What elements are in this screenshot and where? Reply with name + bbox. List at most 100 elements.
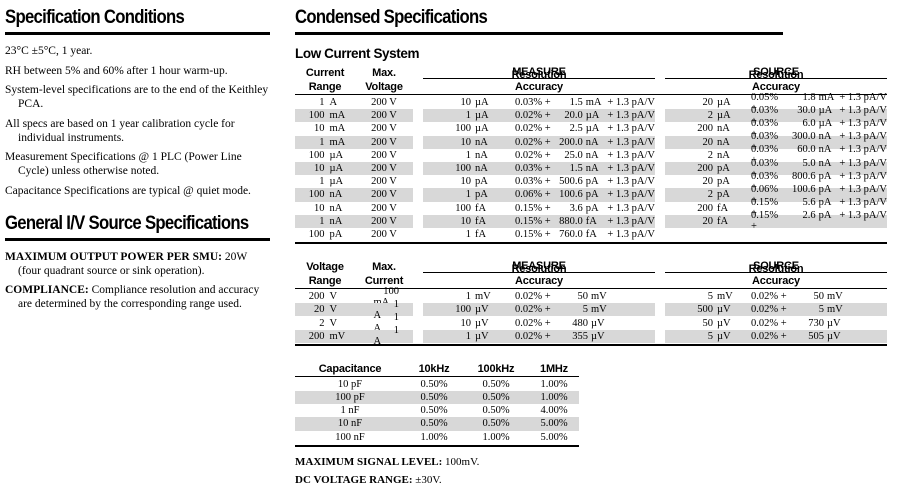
- max-voltage-cell: 200 V: [371, 136, 397, 148]
- capacitance-table-header: Capacitance 10kHz 100kHz 1MHz: [295, 361, 579, 377]
- measure-resolution-cell: 100 fA: [455, 202, 487, 214]
- source-accuracy-cell: 0.15% +2.6 pA + 1.3 pA/V: [751, 210, 887, 233]
- measure-resolution-cell: 1 pA: [465, 189, 488, 201]
- table-row: 200 V 100mA 1 mV 0.02% +50 mV 5 mV 0.02% +50…: [295, 286, 887, 308]
- measure-resolution-cell: 1 mV: [465, 291, 491, 303]
- measure-accuracy-cell: 0.02% +355 µV: [515, 330, 605, 342]
- note-max-signal-level: MAXIMUM SIGNAL LEVEL: 100mV.: [295, 456, 910, 468]
- source-accuracy-cell: 0.03% +6.0 µA + 1.3 pA/V: [751, 117, 887, 140]
- max-voltage-cell: 200 V: [371, 123, 397, 135]
- source-accuracy-cell: 0.03% +800.6 pA + 1.3 pA/V: [751, 170, 887, 193]
- capacitance-table: Capacitance 10kHz 100kHz 1MHz 10 pF 0.50…: [295, 361, 579, 447]
- spec-item: COMPLIANCE: Compliance resolution and ac…: [5, 283, 270, 311]
- col-header-source-resolution: Resolution: [748, 69, 804, 81]
- measure-resolution-cell: 1 µA: [465, 110, 489, 122]
- note-label: DC VOLTAGE RANGE:: [295, 473, 413, 484]
- current-range-cell: 1 nA: [319, 215, 343, 227]
- capacitance-value-cell: 10 pF: [337, 378, 363, 390]
- col-header-range: Range: [308, 275, 342, 288]
- current-range-cell: 100 µA: [308, 149, 344, 161]
- source-accuracy-cell: 0.05% +1.8 mA + 1.3 pA/V: [751, 91, 887, 114]
- accuracy-100khz-cell: 0.50%: [482, 418, 510, 430]
- source-accuracy-cell: 0.03% +60.0 nA + 1.3 pA/V: [751, 144, 887, 167]
- current-range-cell: 100 nA: [308, 189, 343, 201]
- spec-item-label: COMPLIANCE:: [5, 284, 89, 297]
- source-resolution-cell: 5 µV: [707, 330, 731, 342]
- col-header-capacitance: Capacitance: [318, 362, 382, 375]
- current-range-cell: 100 pA: [308, 228, 343, 240]
- spec-item-text: Compliance resolution and accuracy are d…: [18, 284, 260, 311]
- subsection-title-low-current-system: Low Current System: [295, 46, 420, 61]
- source-resolution-cell: 200 pA: [697, 163, 730, 175]
- max-current-cell: 1A: [373, 298, 400, 321]
- table-row: 1 mA 200 V 10 nA 0.02% +200.0 nA + 1.3 pA/V …: [295, 131, 887, 153]
- header-row: Range Current Resolution Accuracy Resolu…: [295, 263, 887, 288]
- note-dc-voltage-range: DC VOLTAGE RANGE: ±30V.: [295, 474, 910, 484]
- condition-item: All specs are based on 1 year calibratio…: [5, 117, 235, 144]
- col-header-100khz: 100kHz: [477, 362, 515, 375]
- max-voltage-cell: 200 V: [371, 202, 397, 214]
- source-resolution-cell: 20 pA: [702, 176, 730, 188]
- measure-resolution-cell: 10 µV: [460, 317, 489, 329]
- spec-item-label: MAXIMUM OUTPUT POWER PER SMU:: [5, 250, 222, 263]
- current-range-cell: 100 mA: [308, 110, 346, 122]
- table-row: 100 nF 1.00% 1.00% 5.00%: [295, 431, 579, 444]
- note-text: ±30V.: [412, 473, 442, 484]
- capacitance-value-cell: 100 nF: [335, 431, 365, 443]
- accuracy-100khz-cell: 0.50%: [482, 405, 510, 417]
- accuracy-100khz-cell: 0.50%: [482, 392, 510, 404]
- table-row: 100 µA 200 V 1 nA 0.02% +25.0 nA + 1.3 pA/V …: [295, 144, 887, 166]
- max-voltage-cell: 200 V: [371, 176, 397, 188]
- col-header-voltage: Voltage: [306, 261, 344, 274]
- low-current-table-header: Current Max. MEASURE SOURCE Range Voltag…: [295, 65, 887, 95]
- accuracy-1mhz-cell: 1.00%: [540, 392, 568, 404]
- capacitance-table-body: 10 pF 0.50% 0.50% 1.00% 100 pF 0.50% 0.5…: [295, 377, 579, 447]
- col-header-measure-accuracy: Accuracy: [515, 81, 563, 93]
- accuracy-1mhz-cell: 1.00%: [540, 378, 568, 390]
- max-voltage-cell: 200 V: [371, 189, 397, 201]
- accuracy-10khz-cell: 0.50%: [420, 392, 448, 404]
- measure-resolution-cell: 10 nA: [460, 136, 488, 148]
- measure-accuracy-cell: 0.06% +100.6 pA + 1.3 pA/V: [515, 189, 655, 201]
- source-accuracy-cell: 0.06% +100.6 pA + 1.3 pA/V: [751, 183, 887, 206]
- source-accuracy-cell: 0.03% +30.0 µA + 1.3 pA/V: [751, 104, 887, 127]
- condition-item: System-level specifications are to the e…: [5, 84, 269, 111]
- current-range-cell: 1 µA: [319, 176, 344, 188]
- measure-resolution-cell: 100 µV: [455, 304, 489, 316]
- source-resolution-cell: 2 µA: [707, 110, 731, 122]
- col-header-measure-resolution: Resolution: [511, 69, 567, 81]
- current-range-cell: 10 nA: [313, 202, 343, 214]
- source-accuracy-cell: 0.02% +505 µV: [751, 330, 841, 342]
- table-row: 20 V 1A 100 µV 0.02% +5 mV 500 µV 0.02% +5 mV: [295, 299, 887, 321]
- source-accuracy-cell: 0.02% +50 mV: [751, 291, 843, 303]
- measure-resolution-cell: 1 µV: [465, 330, 489, 342]
- table-row: 1 µA 200 V 10 pA 0.03% +500.6 pA + 1.3 pA/V …: [295, 171, 887, 193]
- table-row: 10 µA 200 V 100 nA 0.03% +1.5 nA + 1.3 pA/V …: [295, 158, 887, 180]
- source-resolution-cell: 2 nA: [707, 149, 730, 161]
- source-resolution-cell: 5 mV: [707, 291, 733, 303]
- group-header-source: SOURCE: [665, 260, 887, 274]
- col-header-voltage: Voltage: [365, 81, 403, 93]
- accuracy-1mhz-cell: 5.00%: [540, 418, 568, 430]
- heading-rule: [5, 32, 270, 35]
- max-voltage-cell: 200 V: [371, 149, 397, 161]
- col-header-source-resolution: Resolution: [748, 263, 804, 276]
- col-header-source-accuracy: Accuracy: [752, 275, 800, 288]
- header-row: Current Max. MEASURE SOURCE: [295, 65, 887, 79]
- table-row: 10 mA 200 V 100 µA 0.02% +2.5 µA + 1.3 pA/V …: [295, 118, 887, 140]
- table-row: 100 pF 0.50% 0.50% 1.00%: [295, 391, 579, 405]
- max-voltage-cell: 200 V: [371, 97, 397, 109]
- col-header-range: Range: [308, 81, 342, 93]
- source-accuracy-cell: 0.02% +5 mV: [751, 304, 843, 316]
- voltage-range-cell: 20 V: [313, 304, 338, 316]
- measure-accuracy-cell: 0.15% +880.0 fA + 1.3 pA/V: [515, 215, 655, 227]
- table-row: 100 pA 200 V 1 fA 0.15% +760.0 fA + 1.3 pA/V: [295, 228, 887, 241]
- col-header-measure-resolution: Resolution: [511, 263, 567, 276]
- source-accuracy-cell: 0.03% +5.0 nA + 1.3 pA/V: [751, 157, 887, 180]
- group-header-measure: MEASURE: [423, 66, 655, 79]
- measure-resolution-cell: 10 pA: [460, 176, 488, 188]
